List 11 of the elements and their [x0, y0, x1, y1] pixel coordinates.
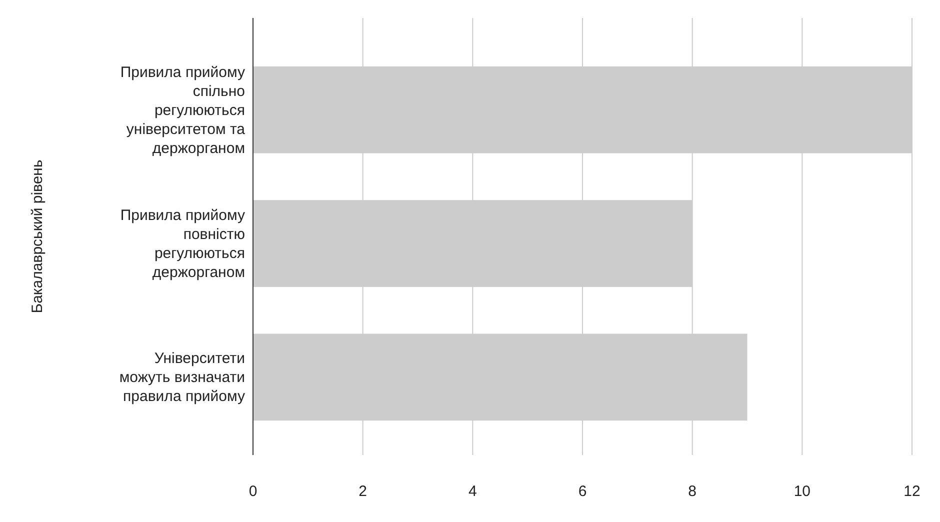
y-tick-label: Університети можуть визначати правила прийому [119, 350, 246, 406]
x-tick-label: 4 [468, 483, 477, 500]
y-tick-label: Привила прийому повністю регулюються держорганом [120, 207, 246, 281]
x-tick-label: 2 [358, 483, 368, 500]
x-tick-label: 0 [248, 483, 258, 500]
x-tick-label: 12 [904, 483, 920, 500]
x-tick-label: 8 [688, 483, 697, 500]
y-axis-title: Бакалаврський рівень [29, 160, 46, 314]
x-tick-label: 6 [578, 483, 587, 500]
x-tick-label: 10 [794, 483, 811, 500]
y-tick-label: Привила прийому спільно регулюються університетом та держорганом [120, 64, 246, 157]
